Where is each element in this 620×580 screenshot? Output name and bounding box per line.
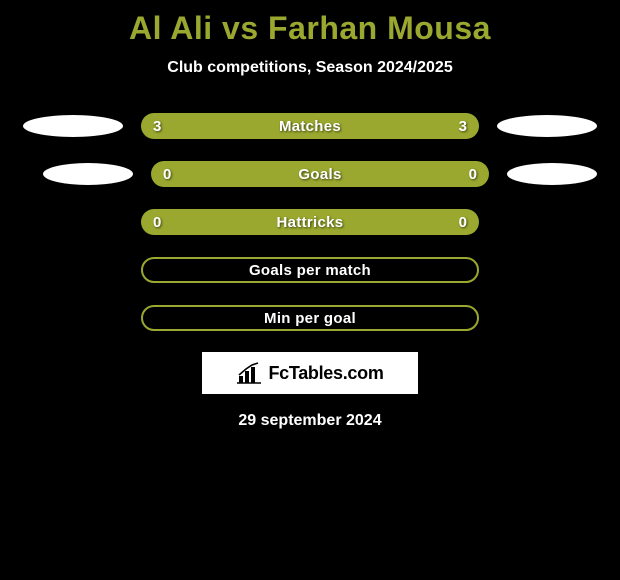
comparison-infographic: Al Ali vs Farhan Mousa Club competitions…	[0, 0, 620, 430]
right-marker	[497, 115, 597, 137]
right-marker	[507, 163, 597, 185]
stat-label: Goals	[298, 166, 341, 183]
stat-bar: 0 Goals 0	[151, 161, 489, 187]
stat-row-hattricks: 0 Hattricks 0	[0, 208, 620, 236]
stat-right-value: 3	[459, 118, 467, 135]
stat-row-goals: 0 Goals 0	[0, 160, 620, 188]
bar-chart-icon	[236, 362, 262, 384]
logo-badge: FcTables.com	[202, 352, 418, 394]
stat-left-value: 3	[153, 118, 161, 135]
stat-row-matches: 3 Matches 3	[0, 112, 620, 140]
stat-bar: Min per goal	[141, 305, 479, 331]
stat-row-min-per-goal: Min per goal	[0, 304, 620, 332]
stat-bar: 0 Hattricks 0	[141, 209, 479, 235]
stat-left-value: 0	[163, 166, 171, 183]
stat-label: Matches	[279, 118, 341, 135]
stat-row-goals-per-match: Goals per match	[0, 256, 620, 284]
left-marker	[23, 115, 123, 137]
stat-left-value: 0	[153, 214, 161, 231]
stat-label: Goals per match	[249, 262, 371, 279]
stat-rows: 3 Matches 3 0 Goals 0 0 Hattricks 0	[0, 112, 620, 332]
page-title: Al Ali vs Farhan Mousa	[0, 10, 620, 47]
subtitle: Club competitions, Season 2024/2025	[0, 59, 620, 77]
stat-label: Hattricks	[277, 214, 344, 231]
stat-right-value: 0	[469, 166, 477, 183]
date-text: 29 september 2024	[0, 412, 620, 430]
logo-text: FcTables.com	[268, 363, 383, 384]
stat-bar: 3 Matches 3	[141, 113, 479, 139]
left-marker	[43, 163, 133, 185]
stat-right-value: 0	[459, 214, 467, 231]
stat-label: Min per goal	[264, 310, 356, 327]
stat-bar: Goals per match	[141, 257, 479, 283]
